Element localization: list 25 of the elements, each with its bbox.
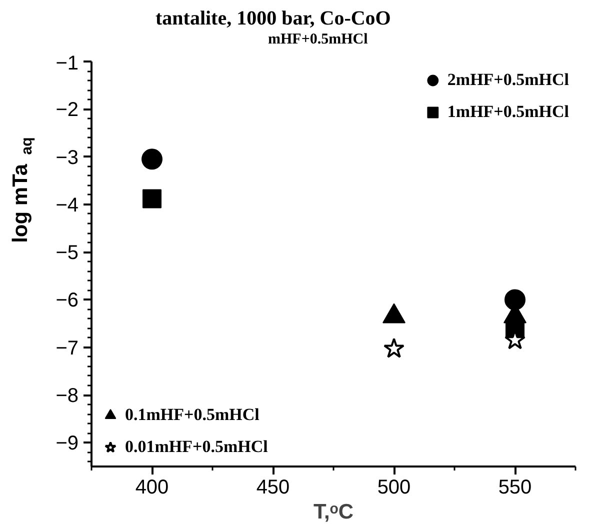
chart-subtitle: mHF+0.5mHCl — [268, 32, 368, 48]
y-tick-label: −7 — [56, 337, 79, 360]
legend-label: 0.1mHF+0.5mHCl — [125, 405, 260, 425]
x-tick-label: 400 — [135, 476, 169, 498]
point — [504, 289, 526, 310]
x-axis-title: T,ᵒC — [313, 500, 354, 524]
x-tick-label: 500 — [377, 476, 411, 498]
y-tick-label: −9 — [56, 432, 79, 455]
legend-label: 1mHF+0.5mHCl — [447, 102, 569, 122]
point — [142, 189, 162, 208]
y-tick-label: −4 — [56, 194, 79, 216]
x-tick-label: 450 — [256, 476, 290, 498]
point — [142, 148, 162, 170]
legend-label: 0.01mHF+0.5mHCl — [125, 437, 268, 457]
point — [383, 338, 405, 358]
chart-title: tantalite, 1000 bar, Co-CoO — [156, 8, 391, 30]
y-axis-title: log mTaaq — [9, 137, 36, 243]
legend-label: 2mHF+0.5mHCl — [447, 70, 569, 90]
y-tick-label: −6 — [56, 290, 79, 312]
y-tick-label: −2 — [56, 99, 79, 122]
y-tick-label: −3 — [56, 146, 79, 169]
x-tick-label: 550 — [498, 476, 532, 498]
y-tick-label: −5 — [56, 242, 79, 264]
y-tick-label: −1 — [56, 52, 79, 74]
y-tick-label: −8 — [56, 385, 79, 408]
